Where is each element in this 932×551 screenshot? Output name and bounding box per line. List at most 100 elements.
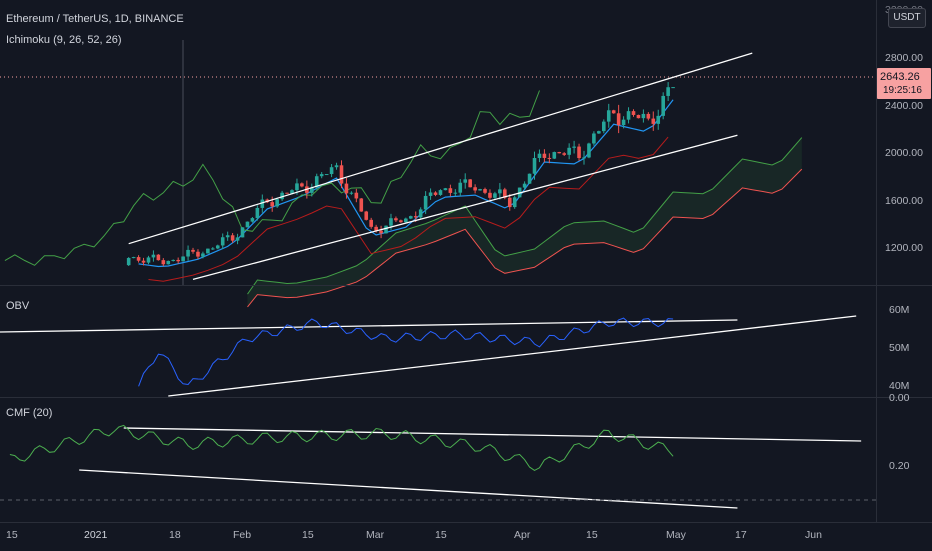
candle-body: [394, 218, 398, 221]
time-label: 17: [735, 529, 747, 541]
candle-body: [399, 220, 403, 223]
cmf-lower-trendline[interactable]: [79, 469, 738, 509]
senkou-span-a: [247, 137, 803, 295]
candle-body: [245, 221, 250, 228]
symbol-legend[interactable]: Ethereum / TetherUS, 1D, BINANCE: [6, 13, 184, 25]
candle-body: [498, 189, 502, 194]
candle-body: [201, 253, 205, 257]
candle-body: [587, 143, 591, 158]
candle-body: [443, 188, 448, 191]
time-axis[interactable]: 15 2021 18 Feb 15 Mar 15 Apr 15 May 17 J…: [0, 522, 932, 551]
time-label: 15: [6, 529, 18, 541]
candlestick-series: [126, 82, 675, 267]
candle-body: [329, 167, 334, 175]
candle-body: [369, 219, 373, 227]
obv-legend[interactable]: OBV: [6, 300, 30, 312]
obv-axis-label: 60M: [889, 304, 910, 316]
candle-body: [616, 113, 621, 126]
candle-body: [171, 259, 176, 261]
candle-body: [557, 152, 562, 154]
candle-body: [572, 146, 576, 148]
candle-body: [359, 198, 364, 212]
candle-body: [552, 152, 557, 159]
currency-button[interactable]: USDT: [888, 8, 926, 28]
candle-body: [656, 115, 661, 124]
candle-body: [592, 133, 596, 144]
candle-body: [151, 254, 156, 258]
candle-body: [270, 202, 275, 207]
cloud-fill: [247, 137, 802, 307]
price-label: 1600.00: [885, 195, 923, 207]
candle-body: [438, 190, 443, 195]
cmf-series: [9, 424, 674, 471]
candle-body: [522, 183, 527, 188]
cmf-legend[interactable]: CMF (20): [6, 407, 53, 419]
channel-lower-trendline[interactable]: [192, 134, 738, 281]
candle-body: [225, 235, 230, 238]
time-label: Mar: [366, 529, 385, 541]
candle-body: [478, 189, 482, 191]
candle-body: [488, 192, 492, 198]
obv-axis-label: 40M: [889, 380, 910, 392]
candle-body: [389, 218, 393, 226]
candle-body: [285, 192, 289, 194]
candle-body: [537, 153, 542, 159]
ichimoku-legend[interactable]: Ichimoku (9, 26, 52, 26): [6, 34, 122, 46]
time-label: Apr: [514, 529, 531, 541]
candle-body: [542, 153, 547, 158]
candle-body: [191, 249, 195, 252]
candle-body: [300, 183, 304, 187]
candle-body: [334, 165, 339, 168]
trendlines[interactable]: [0, 52, 862, 509]
candle-body: [503, 189, 507, 198]
candle-body: [295, 183, 299, 191]
candle-body: [280, 192, 284, 200]
candle-body: [413, 216, 418, 218]
candle-body: [651, 118, 656, 124]
candle-body: [577, 146, 581, 159]
candle-body: [527, 173, 532, 184]
candle-body: [354, 192, 359, 199]
candle-body: [324, 174, 329, 176]
candle-body: [661, 95, 665, 116]
candle-body: [636, 114, 641, 119]
pane-separator-obv[interactable]: [0, 285, 932, 286]
candle-body: [260, 199, 265, 208]
time-label: Jun: [805, 529, 822, 541]
obv-line: [138, 317, 674, 387]
obv-upper-trendline[interactable]: [0, 319, 738, 333]
candle-body: [220, 237, 225, 246]
lagging-span: [4, 90, 540, 266]
candle-body: [314, 176, 319, 188]
candle-body: [646, 113, 651, 119]
pane-separator-cmf[interactable]: [0, 397, 932, 398]
candle-body: [448, 188, 453, 193]
candle-body: [250, 218, 255, 222]
price-label: 2400.00: [885, 100, 923, 112]
candle-body: [423, 195, 428, 210]
candle-body: [671, 87, 675, 89]
candle-body: [349, 192, 354, 194]
candle-body: [532, 158, 537, 174]
candle-body: [641, 113, 646, 119]
senkou-span-b: [247, 168, 803, 308]
cmf-upper-trendline[interactable]: [123, 427, 862, 442]
candle-body: [176, 259, 180, 262]
candle-body: [319, 174, 324, 177]
price-label: 2000.00: [885, 147, 923, 159]
candle-body: [404, 218, 408, 223]
candle-body: [141, 260, 146, 263]
channel-upper-trendline[interactable]: [128, 52, 753, 245]
candle-body: [433, 192, 438, 195]
candle-body: [483, 189, 487, 193]
candle-body: [408, 216, 413, 219]
candle-body: [211, 248, 215, 250]
time-label: 2021: [84, 529, 108, 541]
candle-body: [275, 199, 279, 207]
candle-body: [582, 157, 586, 159]
price-label: 2800.00: [885, 52, 923, 64]
candle-body: [468, 179, 472, 188]
candle-body: [611, 110, 616, 114]
obv-lower-trendline[interactable]: [168, 315, 857, 397]
